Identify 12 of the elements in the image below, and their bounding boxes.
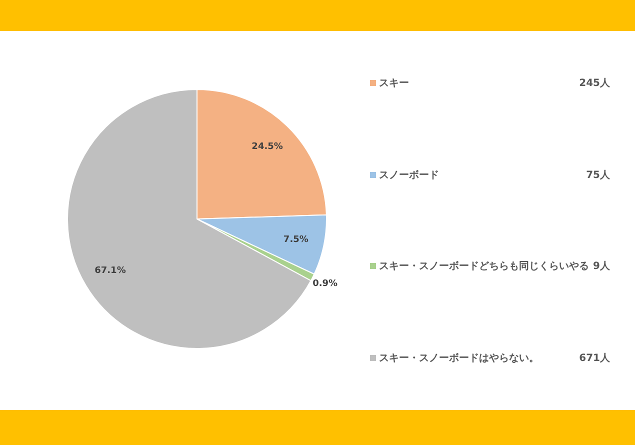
data-label: 67.1% bbox=[94, 266, 126, 276]
text: 9人 bbox=[593, 260, 610, 273]
text: 75人 bbox=[586, 168, 610, 182]
data-label: 0.9% bbox=[312, 279, 338, 290]
legend-label: スノーボード bbox=[379, 168, 439, 182]
legend-label: スキー・スノーボードどちらも同じくらいやる bbox=[379, 260, 589, 273]
legend-label: スキー bbox=[379, 77, 409, 90]
text: 671人 bbox=[579, 352, 610, 364]
data-label: 7.5% bbox=[283, 234, 308, 245]
data-label: 24.5% bbox=[252, 142, 283, 152]
legend-label: スキー・スノーボードはやらない。 bbox=[379, 352, 539, 364]
text: 245人 bbox=[579, 76, 610, 90]
